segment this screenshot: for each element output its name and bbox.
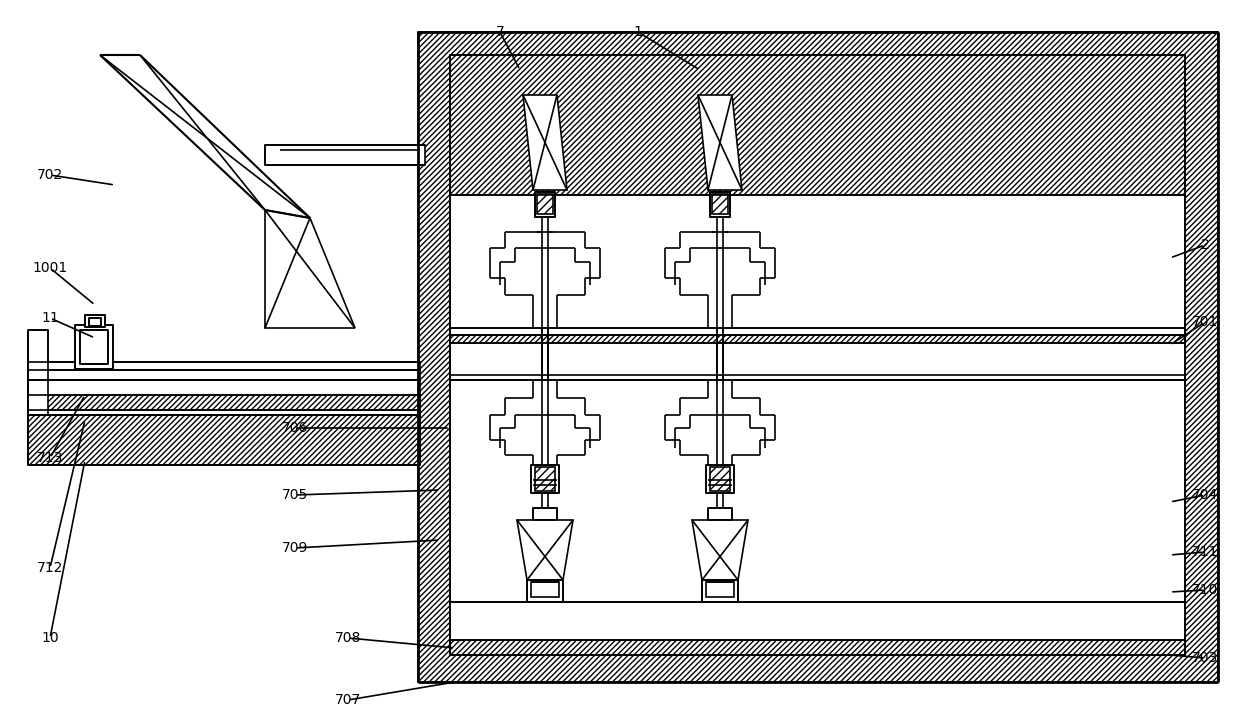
Bar: [450, 640, 1185, 655]
Text: 704: 704: [1192, 488, 1218, 502]
Polygon shape: [517, 520, 573, 580]
Bar: [533, 508, 557, 520]
Bar: [450, 55, 1185, 655]
Bar: [537, 194, 553, 214]
Bar: [89, 318, 100, 326]
Text: 707: 707: [335, 693, 361, 707]
Text: 702: 702: [37, 168, 63, 182]
Bar: [711, 467, 730, 491]
Bar: [265, 145, 425, 165]
Bar: [712, 194, 728, 214]
Text: 713: 713: [37, 451, 63, 465]
Bar: [534, 192, 556, 217]
Bar: [418, 32, 1218, 682]
Bar: [706, 465, 734, 493]
Text: 703: 703: [1192, 651, 1218, 665]
Text: 710: 710: [1192, 583, 1218, 597]
Bar: [711, 192, 730, 217]
Bar: [534, 467, 556, 491]
Bar: [450, 335, 1185, 343]
Text: 711: 711: [1192, 545, 1218, 559]
Text: 706: 706: [281, 421, 309, 435]
Text: 1001: 1001: [32, 261, 68, 275]
Bar: [708, 508, 732, 520]
Text: 2: 2: [1200, 238, 1209, 252]
Polygon shape: [692, 520, 748, 580]
Bar: [527, 580, 563, 602]
Bar: [450, 602, 1185, 640]
Polygon shape: [698, 95, 742, 190]
Bar: [450, 328, 1185, 380]
Bar: [29, 395, 420, 410]
Bar: [29, 370, 420, 380]
Text: 708: 708: [335, 631, 361, 645]
Bar: [29, 330, 48, 415]
Bar: [706, 582, 734, 597]
Text: 709: 709: [281, 541, 309, 555]
Bar: [86, 315, 105, 327]
Text: 7: 7: [496, 25, 505, 39]
Text: 705: 705: [281, 488, 308, 502]
Text: 712: 712: [37, 561, 63, 575]
Bar: [81, 330, 108, 364]
Text: 1: 1: [634, 25, 642, 39]
Bar: [702, 580, 738, 602]
Polygon shape: [265, 210, 355, 328]
Bar: [450, 55, 1185, 195]
Text: 701: 701: [1192, 315, 1218, 329]
Bar: [29, 362, 420, 370]
Bar: [531, 582, 559, 597]
Bar: [29, 380, 420, 415]
Bar: [74, 325, 113, 369]
Bar: [531, 465, 559, 493]
Polygon shape: [523, 95, 567, 190]
Text: 10: 10: [41, 631, 58, 645]
Text: 11: 11: [41, 311, 58, 325]
Bar: [29, 415, 420, 465]
